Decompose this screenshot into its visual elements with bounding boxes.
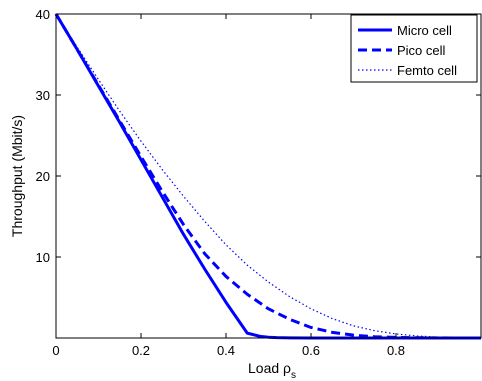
x-tick-label: 0.2 [132, 343, 150, 358]
legend-label: Pico cell [397, 43, 446, 58]
series-line-pico-cell [54, 13, 482, 340]
y-tick-label: 30 [36, 88, 50, 103]
y-tick-label: 10 [36, 250, 50, 265]
x-tick-label: 0.6 [302, 343, 320, 358]
x-tick-label: 0.4 [217, 343, 235, 358]
x-axis-label-subscript: s [291, 370, 296, 381]
legend-label: Femto cell [397, 63, 457, 78]
x-tick-label: 0.8 [387, 343, 405, 358]
y-tick-label: 40 [36, 7, 50, 22]
series-line-femto-cell [55, 13, 482, 339]
x-tick-label: 0 [52, 343, 59, 358]
y-axis-label: Throughput (Mbit/s) [9, 115, 25, 237]
legend: Micro cell Pico cell Femto cell [350, 14, 478, 83]
x-axis-label: Load ρs [248, 360, 296, 381]
legend-label: Micro cell [397, 23, 452, 38]
y-tick-label: 20 [36, 169, 50, 184]
